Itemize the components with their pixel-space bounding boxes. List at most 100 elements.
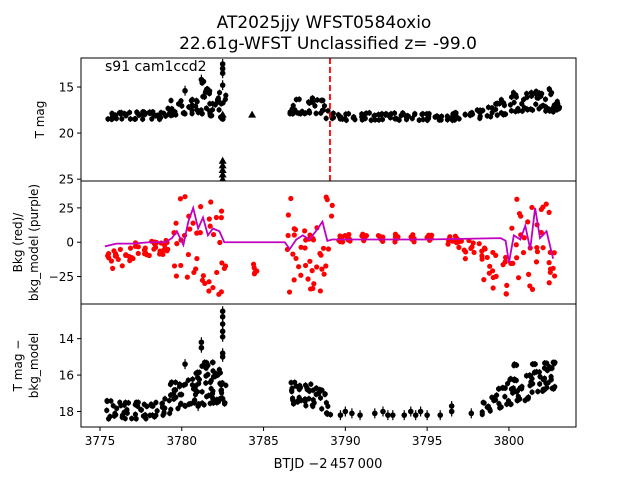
data-point [448,408,455,415]
data-point [420,116,426,123]
data-point [500,385,506,391]
data-point [138,407,144,413]
data-point [199,111,205,117]
data-point [554,102,560,108]
data-point [123,113,129,119]
data-point [529,107,536,113]
data-point [201,402,207,408]
data-point [549,365,555,371]
data-point [531,370,538,376]
data-point [352,116,358,123]
data-point [218,289,224,295]
data-point [517,385,523,391]
data-point [129,415,135,422]
data-point [514,196,520,202]
data-point [380,408,386,415]
data-point [524,91,530,97]
data-point [479,409,485,415]
data-point [185,251,192,258]
data-point [216,90,223,96]
data-point [491,397,497,404]
data-point [127,116,133,122]
data-point [219,260,225,266]
data-point [324,197,330,203]
data-point [385,412,391,418]
y-tick-label: 15 [59,81,74,95]
x-tick-label: 3800 [494,434,525,448]
data-point [339,116,346,122]
data-point [533,101,539,107]
data-point [360,231,366,237]
data-point [515,275,522,281]
data-point [177,196,184,202]
data-point [318,252,324,258]
data-point [168,97,174,104]
data-point [515,106,521,112]
data-point [452,117,458,123]
data-point [220,100,226,106]
data-point [216,107,222,113]
data-point [208,377,214,384]
data-point [206,279,212,285]
data-point [504,380,511,387]
data-point [113,112,119,118]
data-point [479,253,485,259]
data-point [309,268,315,274]
x-tick-label: 3780 [166,434,197,448]
data-point [203,380,209,386]
data-point [541,375,548,381]
data-point [534,249,541,255]
data-point [126,109,133,116]
data-point [198,344,205,351]
data-point [219,395,226,402]
data-point [329,115,335,121]
data-point [310,387,316,393]
data-point [544,385,550,391]
data-point [195,403,201,409]
data-point [182,361,188,367]
data-point [207,88,213,94]
data-point [508,94,515,100]
data-bkg [104,194,558,297]
data-point [290,251,296,257]
data-tmag [105,58,563,181]
data-point [547,266,554,272]
data-point [171,263,178,269]
data-point [543,380,549,386]
data-point [119,263,125,269]
data-point [289,388,295,395]
data-point [426,232,432,238]
data-point [190,220,196,226]
data-point [317,387,323,393]
data-point [121,409,127,415]
data-point [172,379,179,385]
data-point [498,110,504,116]
data-point [490,285,496,291]
data-point [210,284,216,291]
data-point [323,400,329,406]
data-point [471,249,477,256]
data-point [540,102,546,109]
data-point [495,386,502,392]
data-point [320,245,327,251]
data-point [401,412,408,418]
data-point [548,91,554,97]
data-point [476,241,482,247]
data-point [194,230,200,236]
data-point [133,416,139,422]
data-point [157,248,163,254]
data-point [192,397,198,403]
data-point [426,111,432,117]
y-tick-label: 14 [59,332,74,346]
data-point [424,412,430,418]
data-point [346,231,352,238]
y-tick-label: 0 [66,236,74,250]
data-point [523,373,530,379]
data-point [521,235,527,241]
data-point [325,246,332,252]
data-point [448,403,455,409]
data-point [321,271,327,277]
data-point [168,406,174,413]
data-point [461,247,467,253]
data-point [518,213,524,219]
